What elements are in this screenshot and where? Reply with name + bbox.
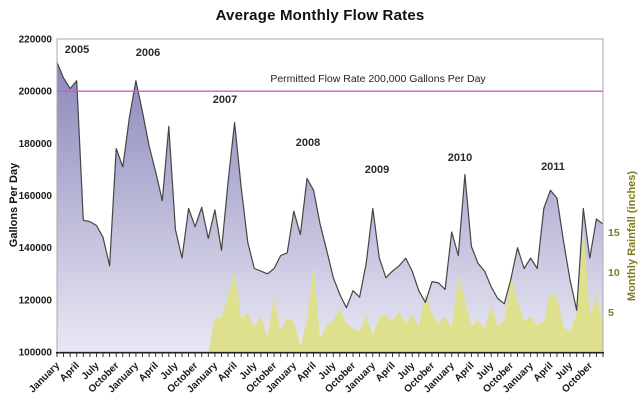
year-label-2011: 2011 bbox=[541, 161, 565, 173]
year-label-2008: 2008 bbox=[295, 137, 321, 149]
rainfall-area-series bbox=[208, 228, 604, 352]
x-axis-tick-label: April bbox=[453, 360, 477, 384]
left-axis-tick-label: 220000 bbox=[19, 35, 53, 46]
year-label-2009: 2009 bbox=[364, 164, 390, 176]
right-axis-tick-label: 15 bbox=[608, 227, 620, 239]
left-axis-tick-label: 120000 bbox=[19, 295, 53, 306]
left-axis-tick-label: 140000 bbox=[19, 243, 53, 254]
right-axis-tick-label: 5 bbox=[608, 307, 614, 319]
x-axis-tick-label: April bbox=[374, 360, 398, 384]
x-axis-tick-label: April bbox=[532, 360, 556, 384]
left-axis-tick-label: 160000 bbox=[19, 191, 53, 202]
left-axis-tick-label: 180000 bbox=[19, 139, 53, 150]
flow-area-series bbox=[57, 62, 603, 352]
year-label-2005: 2005 bbox=[64, 44, 90, 56]
x-axis-tick-label: January bbox=[27, 360, 62, 395]
flow-line-series bbox=[56, 62, 604, 311]
chart-title: Average Monthly Flow Rates bbox=[215, 7, 425, 24]
x-axis-tick-label: April bbox=[295, 360, 319, 384]
year-label-2007: 2007 bbox=[212, 94, 238, 106]
x-axis-tick-label: April bbox=[216, 360, 240, 384]
year-label-2010: 2010 bbox=[447, 152, 473, 164]
left-axis-tick-label: 100000 bbox=[19, 348, 53, 359]
left-axis-tick-label: 200000 bbox=[19, 87, 53, 98]
right-axis-tick-label: 10 bbox=[608, 267, 620, 279]
x-axis-tick-label: April bbox=[58, 360, 82, 384]
permitted-flow-line-label: Permitted Flow Rate 200,000 Gallons Per … bbox=[270, 73, 486, 85]
x-axis-tick-label: April bbox=[137, 360, 161, 384]
year-label-2006: 2006 bbox=[135, 47, 161, 59]
